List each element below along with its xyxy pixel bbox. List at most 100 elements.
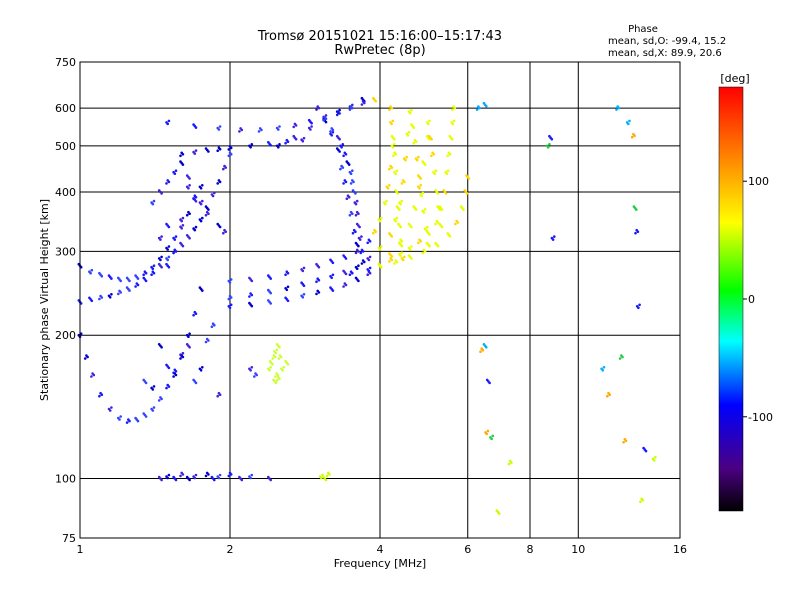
scatter-point [194, 149, 198, 152]
colorbar-ticks: -100 0 100 [743, 175, 773, 424]
scatter-point [331, 289, 335, 292]
scatter-point [400, 240, 404, 243]
scatter-point [390, 235, 394, 238]
scatter-point [110, 293, 113, 296]
scatter-point [294, 124, 298, 127]
scatter-point [160, 255, 163, 259]
scatter-point [128, 419, 131, 423]
scatter-point [320, 476, 323, 480]
scatter-point [485, 104, 488, 108]
scatter-point [315, 280, 318, 284]
scatter-point [151, 202, 155, 206]
scatter-point [188, 177, 191, 180]
scatter-point [444, 192, 448, 195]
scatter-point [269, 144, 273, 147]
scatter-point [410, 257, 413, 260]
scatter-point [301, 269, 305, 273]
scatter-point [228, 281, 232, 284]
scatter-point [321, 473, 324, 477]
scatter-point [434, 169, 438, 172]
scatter-point [160, 235, 163, 238]
scatter-point [260, 128, 263, 132]
scatter-point [360, 103, 364, 106]
scatter-point [392, 154, 395, 158]
colorbar-tick-label: 100 [748, 175, 769, 188]
scatter-point [395, 169, 399, 172]
scatter-point [349, 182, 353, 185]
scatter-point [602, 366, 606, 369]
scatter-point [426, 225, 429, 229]
scatter-point [349, 172, 353, 175]
scatter-point [222, 167, 225, 171]
scatter-point [404, 158, 407, 162]
scatter-point [181, 473, 185, 476]
scatter-point [436, 244, 440, 248]
scatter-point [188, 237, 191, 240]
scatter-point [510, 461, 513, 464]
scatter-point [366, 241, 370, 245]
scatter-point [229, 303, 233, 307]
scatter-point [222, 231, 225, 235]
scatter-point [271, 363, 274, 366]
scatter-point [351, 231, 355, 235]
scatter-point [352, 180, 355, 184]
scatter-point [144, 415, 148, 418]
scatter-point [351, 169, 354, 172]
scatter-point [213, 323, 216, 327]
scatter-point [317, 265, 321, 269]
scatter-point [354, 251, 358, 255]
scatter-point [440, 208, 444, 211]
x-tick-label: 1 [77, 543, 84, 556]
scatter-point [218, 147, 222, 151]
scatter-point [181, 351, 185, 355]
scatter-point [167, 473, 171, 477]
scatter-point [338, 150, 341, 153]
scatter-point [481, 348, 485, 352]
scatter-point [317, 291, 321, 294]
scatter-point [419, 177, 423, 180]
scatter-point [144, 279, 148, 283]
scatter-point [240, 478, 244, 482]
scatter-point [83, 357, 87, 360]
scatter-point [348, 213, 352, 217]
scatter-point [417, 241, 420, 245]
scatter-point [408, 248, 412, 251]
scatter-point [274, 375, 277, 378]
scatter-point [174, 478, 178, 482]
scatter-point [273, 355, 277, 359]
scatter-point [194, 195, 198, 199]
scatter-point [644, 449, 648, 453]
scatter-point [341, 143, 345, 146]
scatter-point [428, 244, 431, 248]
colorbar-label: [deg] [720, 72, 749, 85]
scatter-point [136, 277, 140, 280]
scatter-point [174, 250, 178, 253]
scatter-point [199, 202, 203, 206]
scatter-point [423, 163, 427, 166]
scatter-point [179, 357, 182, 360]
scatter-point [415, 158, 419, 162]
scatter-point [420, 194, 424, 198]
scatter-point [201, 366, 204, 369]
scatter-point [347, 195, 351, 199]
scatter-point [119, 415, 122, 418]
chart-subtitle: RwPretec (8p) [334, 43, 425, 58]
x-tick-label: 16 [673, 543, 687, 556]
scatter-point [384, 202, 387, 206]
scatter-point [216, 182, 219, 185]
scatter-point [179, 154, 182, 158]
scatter-point [421, 251, 425, 255]
scatter-point [393, 262, 396, 265]
scatter-point [192, 313, 195, 317]
scatter-point [250, 293, 254, 297]
scatter-point [166, 476, 169, 480]
scatter-point [188, 478, 191, 482]
scatter-point [342, 182, 345, 185]
scatter-point [391, 119, 395, 123]
scatter-point [207, 150, 210, 153]
y-tick-label: 500 [55, 140, 76, 153]
scatter-point [151, 409, 155, 412]
scatter-point [424, 228, 428, 232]
scatter-point [204, 340, 208, 344]
scatter-point [172, 375, 175, 378]
